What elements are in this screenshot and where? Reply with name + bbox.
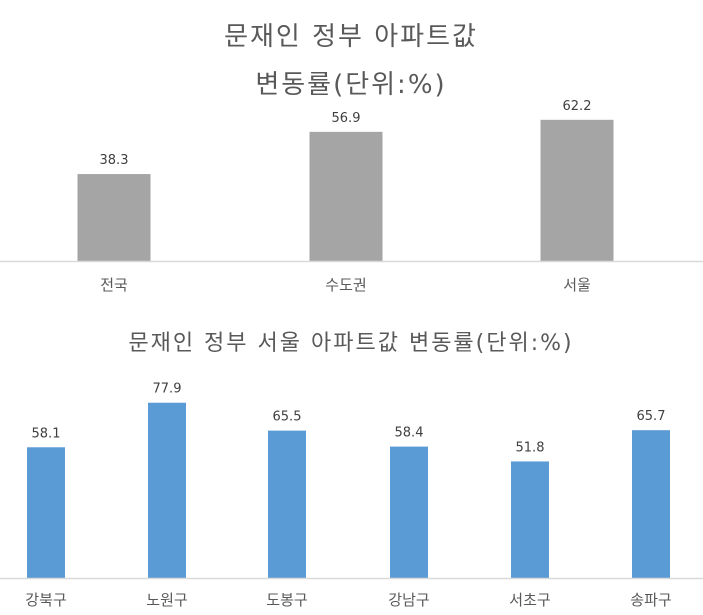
data-label: 65.7 bbox=[637, 409, 666, 424]
data-label: 58.1 bbox=[32, 426, 61, 441]
category-label: 도봉구 bbox=[266, 591, 307, 609]
category-label: 서울 bbox=[563, 276, 591, 294]
data-label: 58.4 bbox=[395, 426, 424, 441]
bar bbox=[540, 119, 614, 261]
data-label: 51.8 bbox=[516, 440, 545, 455]
data-label: 77.9 bbox=[153, 382, 182, 397]
bar bbox=[77, 174, 151, 261]
bar bbox=[148, 402, 186, 578]
category-label: 서초구 bbox=[509, 591, 550, 609]
bar bbox=[268, 430, 306, 578]
bar bbox=[309, 131, 383, 261]
chart-title: 문재인 정부 서울 아파트값 변동률(단위:%) bbox=[128, 331, 573, 356]
bar bbox=[632, 430, 670, 578]
data-label: 38.3 bbox=[100, 153, 129, 168]
category-label: 강북구 bbox=[25, 591, 66, 609]
category-label: 전국 bbox=[100, 276, 128, 294]
data-label: 62.2 bbox=[563, 99, 592, 114]
chart-title: 문재인 정부 아파트값 bbox=[224, 22, 478, 52]
category-label: 노원구 bbox=[146, 591, 187, 609]
category-label: 수도권 bbox=[325, 276, 366, 294]
data-label: 65.5 bbox=[273, 410, 302, 425]
chart-title: 변동률(단위:%) bbox=[255, 70, 446, 100]
data-label: 56.9 bbox=[332, 111, 361, 126]
bar bbox=[27, 447, 65, 578]
bar bbox=[511, 461, 549, 578]
category-label: 송파구 bbox=[630, 591, 671, 609]
bar bbox=[390, 446, 428, 578]
category-label: 강남구 bbox=[388, 591, 429, 609]
